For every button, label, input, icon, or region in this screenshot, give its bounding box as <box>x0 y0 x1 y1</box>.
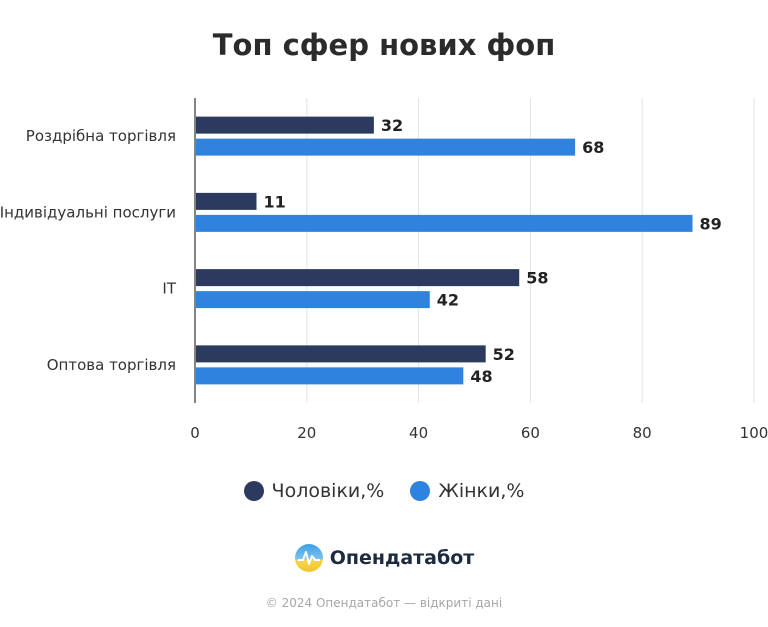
data-label: 58 <box>526 269 548 288</box>
legend-label-women: Жінки,% <box>438 480 525 502</box>
legend: Чоловіки,% Жінки,% <box>0 480 768 502</box>
opendatabot-logo-icon <box>294 544 323 572</box>
bar-chart: 0 20 40 60 80 100 Роздрібна торгівля 32 68 Індиві… <box>0 98 768 442</box>
data-label: 68 <box>582 138 604 157</box>
bar-men <box>196 116 374 134</box>
x-tick-label: 80 <box>633 424 652 442</box>
legend-swatch-women <box>410 481 431 501</box>
x-tick-label: 100 <box>740 424 768 442</box>
x-tick-label: 20 <box>297 424 316 442</box>
data-label: 89 <box>700 214 722 233</box>
brand-name: Опендатабот <box>329 547 475 569</box>
data-label: 11 <box>263 192 285 211</box>
legend-label-men: Чоловіки,% <box>271 480 385 502</box>
bar-women <box>196 291 430 309</box>
brand[interactable]: Опендатабот <box>0 543 768 573</box>
legend-item-women[interactable]: Жінки,% <box>410 480 524 502</box>
category-label: ІТ <box>162 280 176 298</box>
x-tick-label: 0 <box>190 424 200 442</box>
bar-men <box>196 192 257 210</box>
bar-women <box>196 138 576 156</box>
bar-men <box>196 269 520 287</box>
bar-women <box>196 214 693 232</box>
bar-women <box>196 367 464 385</box>
category-label: Оптова торгівля <box>47 356 176 374</box>
legend-item-men[interactable]: Чоловіки,% <box>243 480 385 502</box>
data-label: 52 <box>493 345 515 364</box>
chart-title: Топ сфер нових фоп <box>212 28 556 62</box>
bar-men <box>196 345 486 363</box>
x-tick-label: 40 <box>409 424 428 442</box>
data-label: 42 <box>437 291 459 310</box>
x-tick-label: 60 <box>521 424 540 442</box>
data-label: 32 <box>381 116 403 135</box>
category-label: Роздрібна торгівля <box>26 127 176 145</box>
legend-swatch-men <box>243 481 264 501</box>
data-label: 48 <box>470 367 492 386</box>
footer-note: © 2024 Опендатабот — відкриті дані <box>265 596 503 610</box>
category-label: Індивідуальні послуги <box>0 203 176 221</box>
